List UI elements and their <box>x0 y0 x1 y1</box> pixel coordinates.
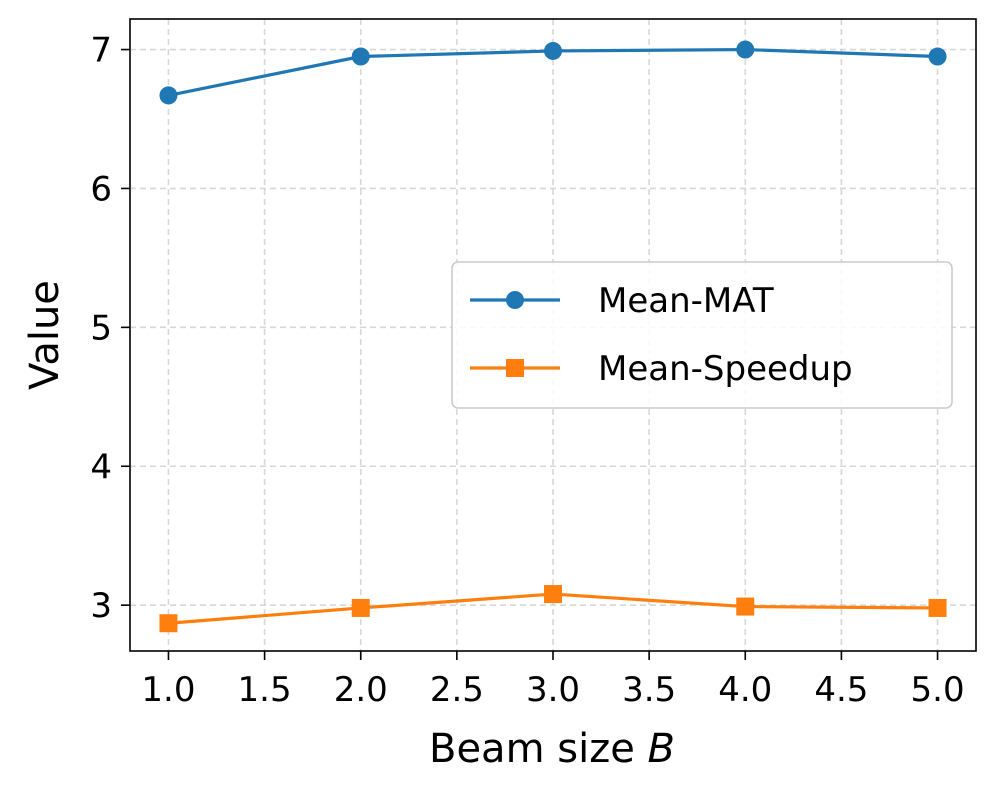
data-point <box>544 585 562 604</box>
x-axis-ticks: 1.0 1.5 2.0 2.5 3.0 3.5 4.0 4.5 5.0 <box>141 651 965 710</box>
y-tick-label: 4 <box>90 447 112 487</box>
legend-marker <box>506 359 524 377</box>
data-point <box>159 614 178 633</box>
data-point <box>351 598 370 617</box>
data-point <box>736 40 755 59</box>
legend-marker <box>506 291 524 309</box>
y-axis-ticks: 3 4 5 6 7 <box>90 31 130 626</box>
legend-item: Mean-Speedup <box>470 349 853 389</box>
data-point <box>351 47 370 66</box>
data-point <box>736 597 755 616</box>
x-tick-label: 4.0 <box>718 670 772 710</box>
y-tick-label: 3 <box>90 586 112 626</box>
x-axis-label-text: Beam size <box>429 726 635 772</box>
series-layer <box>159 40 947 633</box>
legend-label: Mean-MAT <box>598 281 774 321</box>
x-axis-label: Beam size B <box>429 726 675 772</box>
x-tick-label: 2.0 <box>334 670 388 710</box>
legend-item: Mean-MAT <box>470 281 774 321</box>
y-tick-label: 6 <box>90 169 112 209</box>
x-tick-label: 1.0 <box>141 670 195 710</box>
data-point <box>928 598 947 617</box>
x-tick-label: 1.5 <box>238 670 292 710</box>
legend-label: Mean-Speedup <box>598 349 853 389</box>
series-mean-speedup <box>159 585 947 633</box>
y-axis-label: Value <box>22 280 68 390</box>
x-tick-label: 2.5 <box>430 670 484 710</box>
data-point <box>544 41 562 60</box>
x-tick-label: 5.0 <box>911 670 965 710</box>
data-point <box>928 47 947 66</box>
legend-box <box>451 261 953 409</box>
x-tick-label: 3.5 <box>622 670 676 710</box>
data-point <box>159 86 178 105</box>
x-tick-label: 4.5 <box>814 670 868 710</box>
x-tick-label: 3.0 <box>526 670 580 710</box>
y-tick-label: 5 <box>90 308 112 348</box>
series-mean-mat <box>159 40 947 105</box>
legend: Mean-MAT Mean-Speedup <box>451 261 953 409</box>
y-tick-label: 7 <box>90 31 112 71</box>
x-axis-label-variable: B <box>648 726 675 772</box>
